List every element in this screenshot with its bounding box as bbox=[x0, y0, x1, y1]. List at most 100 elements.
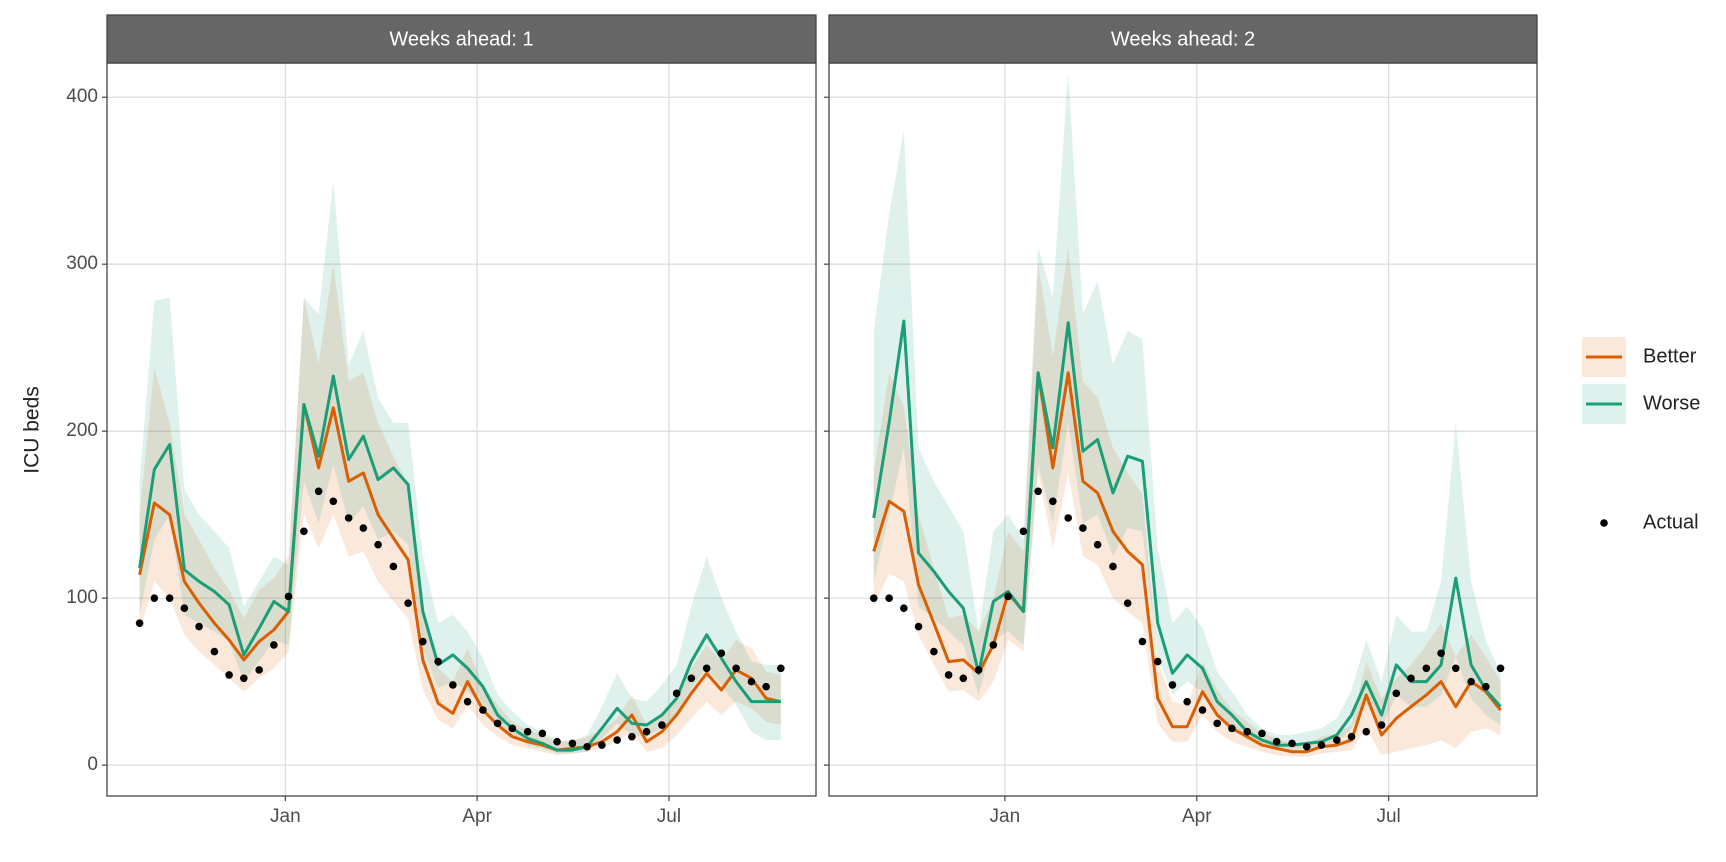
point bbox=[1093, 540, 1102, 549]
x-tick-label: Apr bbox=[1182, 806, 1212, 827]
point bbox=[1034, 487, 1042, 496]
line bbox=[138, 374, 781, 752]
point bbox=[732, 664, 740, 673]
y-tick-label: 100 bbox=[66, 587, 98, 608]
point bbox=[944, 671, 953, 679]
point bbox=[449, 681, 457, 689]
point bbox=[717, 649, 726, 658]
y-tick-label: 400 bbox=[66, 86, 98, 107]
point bbox=[1362, 727, 1371, 736]
point bbox=[959, 674, 968, 683]
point bbox=[613, 736, 621, 744]
point bbox=[493, 719, 502, 728]
point bbox=[1168, 681, 1177, 689]
point bbox=[1482, 682, 1490, 691]
y-tick-label: 300 bbox=[66, 253, 98, 274]
point bbox=[1049, 497, 1057, 506]
point bbox=[1467, 677, 1475, 686]
point bbox=[1183, 697, 1191, 706]
point bbox=[1392, 689, 1401, 698]
point bbox=[419, 637, 427, 646]
point bbox=[359, 524, 368, 532]
point bbox=[1407, 674, 1415, 683]
point bbox=[974, 666, 983, 674]
ribbon bbox=[139, 264, 781, 756]
legend-swatch bbox=[1600, 519, 1608, 527]
point bbox=[1377, 721, 1386, 729]
point bbox=[270, 641, 278, 649]
point bbox=[329, 497, 338, 506]
point bbox=[1302, 742, 1311, 751]
y-tick-label: 200 bbox=[66, 420, 98, 441]
ribbon bbox=[139, 180, 781, 754]
point bbox=[538, 729, 547, 738]
point bbox=[1019, 527, 1028, 536]
strip-title: Weeks ahead: 1 bbox=[389, 28, 533, 50]
point bbox=[404, 599, 412, 607]
point bbox=[930, 647, 938, 656]
point bbox=[195, 622, 203, 631]
point bbox=[225, 671, 233, 679]
legend-label: Worse bbox=[1643, 392, 1700, 414]
point bbox=[583, 742, 591, 751]
point bbox=[180, 604, 189, 612]
point bbox=[1153, 657, 1162, 666]
point bbox=[1496, 664, 1505, 673]
x-tick-label: Jan bbox=[990, 806, 1021, 827]
point bbox=[687, 674, 696, 683]
x-tick-label: Jan bbox=[270, 806, 301, 827]
point bbox=[1272, 737, 1281, 746]
point bbox=[1079, 524, 1087, 532]
point bbox=[1317, 741, 1326, 749]
point bbox=[389, 562, 398, 571]
point bbox=[553, 737, 561, 746]
point bbox=[314, 487, 323, 496]
point bbox=[255, 666, 263, 674]
point bbox=[1213, 719, 1222, 728]
y-tick-label: 0 bbox=[87, 754, 98, 775]
line bbox=[138, 402, 782, 752]
point bbox=[568, 739, 577, 748]
point bbox=[658, 721, 666, 729]
point bbox=[1347, 732, 1356, 741]
point bbox=[434, 657, 442, 666]
point bbox=[135, 619, 144, 627]
point bbox=[165, 594, 174, 602]
point bbox=[1422, 664, 1431, 673]
point bbox=[885, 594, 893, 602]
point bbox=[523, 727, 532, 736]
point bbox=[777, 664, 785, 673]
panel-background bbox=[107, 63, 816, 796]
ribbon bbox=[873, 247, 1501, 757]
point bbox=[672, 689, 681, 698]
point bbox=[1258, 729, 1266, 738]
point bbox=[1451, 664, 1460, 673]
y-axis-title: ICU beds bbox=[21, 386, 44, 474]
point bbox=[1198, 706, 1207, 714]
point bbox=[1228, 724, 1236, 733]
point bbox=[1064, 514, 1072, 522]
point bbox=[210, 647, 219, 656]
point bbox=[598, 741, 606, 749]
point bbox=[150, 594, 159, 602]
point bbox=[508, 724, 517, 733]
point bbox=[344, 514, 353, 522]
point bbox=[240, 674, 248, 683]
point bbox=[914, 622, 923, 631]
legend-label: Actual bbox=[1643, 511, 1699, 533]
point bbox=[702, 664, 711, 673]
point bbox=[628, 732, 636, 741]
x-tick-label: Apr bbox=[462, 806, 492, 827]
point bbox=[300, 527, 308, 536]
legend-label: Better bbox=[1643, 345, 1697, 367]
point bbox=[1333, 736, 1341, 744]
strip-title: Weeks ahead: 2 bbox=[1111, 28, 1255, 50]
ribbon bbox=[873, 72, 1501, 751]
point bbox=[1138, 637, 1147, 646]
strip bbox=[828, 14, 1538, 64]
point bbox=[762, 682, 770, 691]
point bbox=[869, 594, 878, 602]
point bbox=[1288, 739, 1296, 748]
point bbox=[374, 540, 382, 549]
